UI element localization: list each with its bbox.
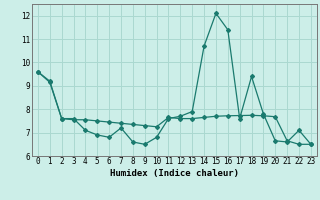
X-axis label: Humidex (Indice chaleur): Humidex (Indice chaleur) bbox=[110, 169, 239, 178]
